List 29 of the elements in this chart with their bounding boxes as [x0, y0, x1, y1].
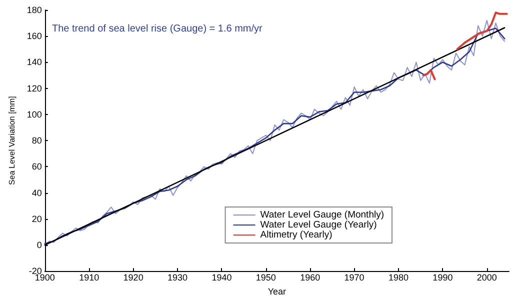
line-series [456, 12, 508, 50]
x-tick-label: 1910 [79, 272, 100, 283]
x-tick-label: 1930 [167, 272, 188, 283]
y-tick-label: 180 [26, 5, 42, 15]
legend-label: Water Level Gauge (Monthly) [260, 210, 384, 220]
x-axis-title: Year [268, 286, 286, 296]
y-tick-label: 0 [36, 240, 42, 250]
x-tick-label: 1960 [300, 272, 320, 283]
x-tick-label: 1970 [344, 272, 364, 283]
legend-label: Water Level Gauge (Yearly) [260, 220, 377, 230]
y-tick-label: 80 [32, 136, 42, 146]
y-tick-label: 100 [26, 109, 42, 120]
legend-label: Altimetry (Yearly) [260, 230, 332, 240]
x-tick-label: 2000 [476, 272, 497, 283]
annotation: The trend of sea level rise (Gauge) = 1.6 mm/yr [52, 24, 264, 34]
y-tick-label: 20 [32, 214, 42, 224]
line-series [422, 69, 436, 80]
x-tick-label: 1980 [388, 272, 409, 283]
y-tick-label: 40 [32, 188, 42, 198]
y-tick-label: 140 [26, 57, 42, 68]
x-tick-label: 1900 [34, 272, 55, 283]
x-tick-label: 1940 [212, 272, 232, 283]
x-tick-label: 1990 [432, 272, 453, 283]
x-tick-label: 1950 [256, 272, 276, 283]
y-tick-label: 160 [26, 31, 42, 42]
y-axis-title: Sea Level Variation [mm] [8, 96, 16, 185]
y-tick-label: 120 [26, 83, 42, 94]
y-tick-label: 60 [32, 162, 42, 172]
x-tick-label: 1920 [123, 272, 144, 283]
